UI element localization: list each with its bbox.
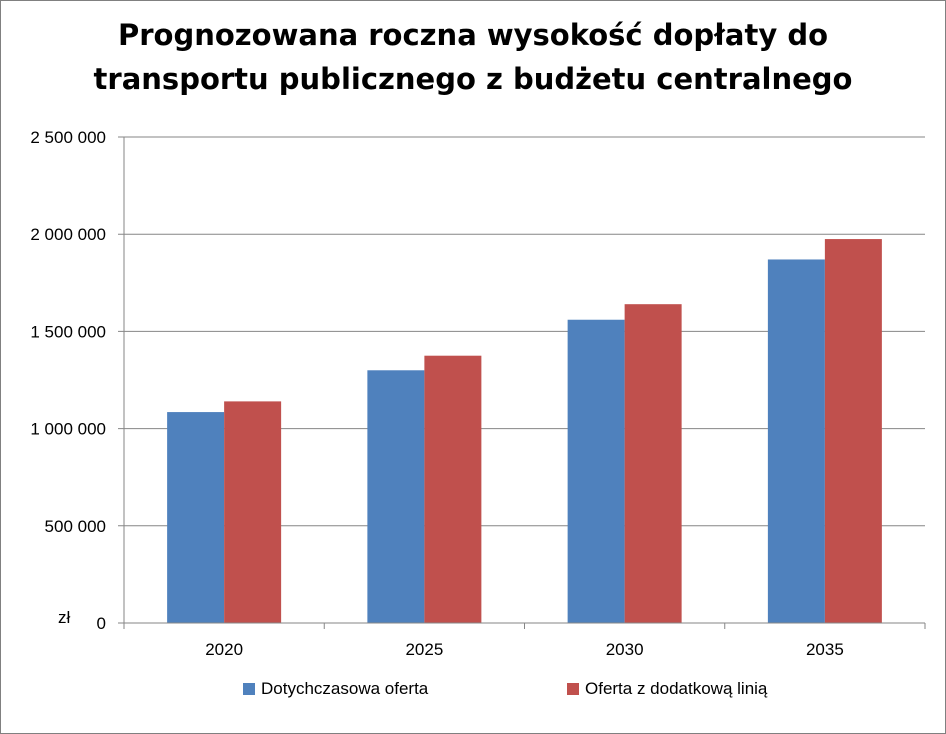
y-tick-label: 500 000 — [45, 517, 106, 536]
y-tick-label: 1 500 000 — [30, 322, 106, 341]
y-tick-label: 2 500 000 — [30, 128, 106, 147]
bar-series-2-2035 — [824, 239, 882, 623]
x-tick-label: 2020 — [205, 640, 243, 659]
bar-series-2-2030 — [624, 304, 682, 623]
chart-title-line-2: transportu publicznego z budżetu central… — [93, 62, 853, 96]
bar-series-2-2025 — [424, 355, 482, 623]
chart-title-line-1: Prognozowana roczna wysokość dopłaty do — [117, 18, 829, 52]
legend-label-series-2: Oferta z dodatkową linią — [585, 679, 768, 698]
bar-series-2-2020 — [224, 401, 282, 623]
unit-label: zł — [58, 608, 71, 627]
legend-item-series-2: Oferta z dodatkową linią — [567, 679, 767, 699]
y-tick-label: 2 000 000 — [30, 225, 106, 244]
chart-title: Prognozowana roczna wysokość dopłaty do … — [61, 13, 885, 101]
x-tick-label: 2035 — [806, 640, 844, 659]
chart-legend: Dotychczasowa oferta Oferta z dodatkową … — [1, 679, 945, 707]
legend-item-series-1: Dotychczasowa oferta — [243, 679, 428, 699]
x-tick-label: 2025 — [405, 640, 443, 659]
bar-series-1-2020 — [167, 412, 225, 623]
legend-swatch-series-2 — [567, 683, 579, 695]
legend-label-series-1: Dotychczasowa oferta — [261, 679, 429, 698]
bar-series-1-2030 — [567, 319, 625, 623]
bar-series-1-2035 — [767, 259, 825, 623]
legend-swatch-series-1 — [243, 683, 255, 695]
x-tick-label: 2030 — [606, 640, 644, 659]
bar-series-1-2025 — [367, 370, 425, 623]
y-tick-label: 0 — [97, 614, 106, 633]
y-tick-label: 1 000 000 — [30, 420, 106, 439]
